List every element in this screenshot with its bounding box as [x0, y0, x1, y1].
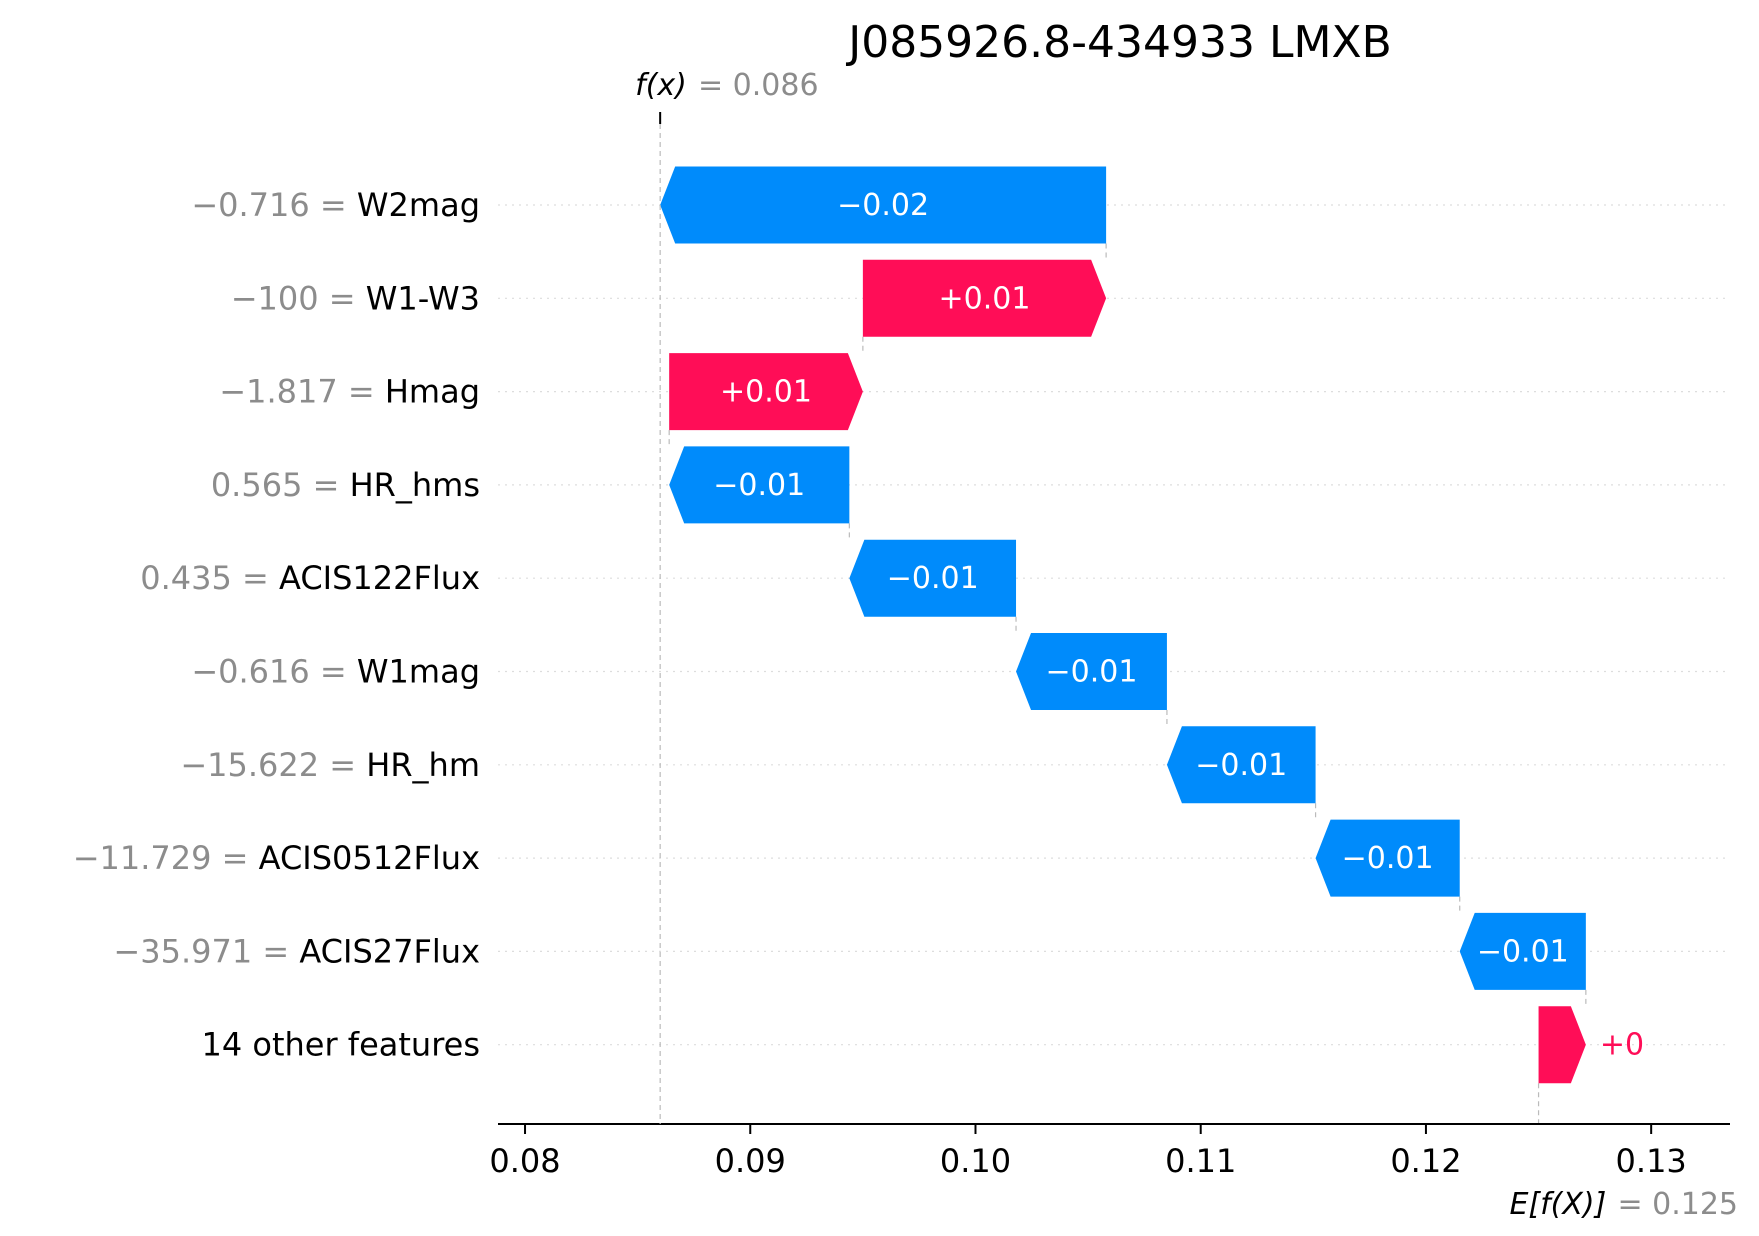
x-tick-label: 0.08 [489, 1142, 560, 1180]
feature-value: −35.971 = [113, 932, 299, 970]
waterfall-bar [1315, 819, 1460, 897]
bar-value-label: −0.01 [713, 468, 805, 503]
bar-value-label: +0.01 [939, 281, 1031, 316]
x-tick-label: 0.13 [1616, 1142, 1687, 1180]
bar-value-label: −0.01 [1477, 934, 1569, 969]
feature-labels: −0.716 = W2mag −100 = W1-W3 −1.817 = Hmag 0… [73, 186, 480, 1064]
feature-label: 0.435 = ACIS122Flux [140, 559, 480, 597]
feature-name: Hmag [385, 373, 480, 411]
fx-label: f(x) [635, 68, 687, 103]
feature-name: ACIS0512Flux [259, 839, 480, 877]
x-tick-label: 0.10 [940, 1142, 1011, 1180]
feature-name: HR_hm [366, 746, 480, 784]
feature-label: 14 other features [201, 1026, 480, 1064]
bar-value-label: +0.01 [720, 375, 812, 410]
feature-name: W2mag [357, 186, 480, 224]
feature-name: ACIS27Flux [299, 932, 480, 970]
waterfall-bar [669, 446, 850, 524]
waterfall-bar [849, 539, 1017, 617]
efx-value: = 0.125 [1617, 1187, 1738, 1222]
x-tick-label: 0.11 [1165, 1142, 1236, 1180]
feature-value: −15.622 = [180, 746, 366, 784]
bar-value-label: −0.01 [1195, 748, 1287, 783]
bar-value-label: +0 [1600, 1028, 1644, 1063]
efx-annotation: E[f(X)] = 0.125 [1509, 1187, 1738, 1222]
efx-label: E[f(X)] [1509, 1187, 1606, 1222]
feature-label: −1.817 = Hmag [219, 373, 480, 411]
bar-value-label: −0.01 [1342, 841, 1434, 876]
x-tick-label: 0.09 [715, 1142, 786, 1180]
fx-value: = 0.086 [698, 68, 819, 103]
feature-name: 14 other features [201, 1026, 480, 1064]
x-axis-ticks: 0.08 0.09 0.10 0.11 0.12 0.13 [489, 1124, 1687, 1180]
waterfall-bar [1166, 726, 1316, 804]
feature-label: −11.729 = ACIS0512Flux [73, 839, 480, 877]
bar-value-label: −0.01 [1046, 655, 1138, 690]
feature-name: W1mag [357, 653, 480, 691]
fx-annotation: f(x) = 0.086 [635, 68, 818, 103]
feature-label: 0.565 = HR_hms [211, 466, 480, 504]
waterfall-bar [669, 353, 863, 431]
bar-value-label: −0.02 [837, 188, 929, 223]
feature-value: −0.716 = [191, 186, 357, 224]
feature-value: 0.565 = [211, 466, 350, 504]
connector-lines [668, 243, 1587, 1124]
feature-name: HR_hms [350, 466, 480, 504]
chart-title: J085926.8-434933 LMXB [845, 17, 1392, 68]
feature-name: W1-W3 [366, 279, 480, 317]
feature-label: −0.716 = W2mag [191, 186, 480, 224]
feature-value: 0.435 = [140, 559, 279, 597]
feature-value: −0.616 = [191, 653, 357, 691]
waterfall-bar [1016, 633, 1167, 710]
waterfall-bar [862, 259, 1107, 337]
feature-label: −0.616 = W1mag [191, 653, 480, 691]
x-tick-label: 0.12 [1390, 1142, 1461, 1180]
feature-label: −100 = W1-W3 [231, 279, 480, 317]
waterfall-bar [1538, 1006, 1586, 1084]
feature-name: ACIS122Flux [279, 559, 480, 597]
feature-label: −35.971 = ACIS27Flux [113, 932, 480, 970]
feature-value: −11.729 = [73, 839, 259, 877]
bars: −0.02 +0.01 +0.01 −0.01 −0.01 −0.01 −0.01 −0.01… [660, 166, 1644, 1084]
feature-label: −15.622 = HR_hm [180, 746, 480, 784]
bar-value-label: −0.01 [887, 561, 979, 596]
waterfall-bar [660, 166, 1107, 244]
feature-value: −100 = [231, 279, 366, 317]
waterfall-bar [1459, 912, 1586, 990]
feature-value: −1.817 = [219, 373, 385, 411]
